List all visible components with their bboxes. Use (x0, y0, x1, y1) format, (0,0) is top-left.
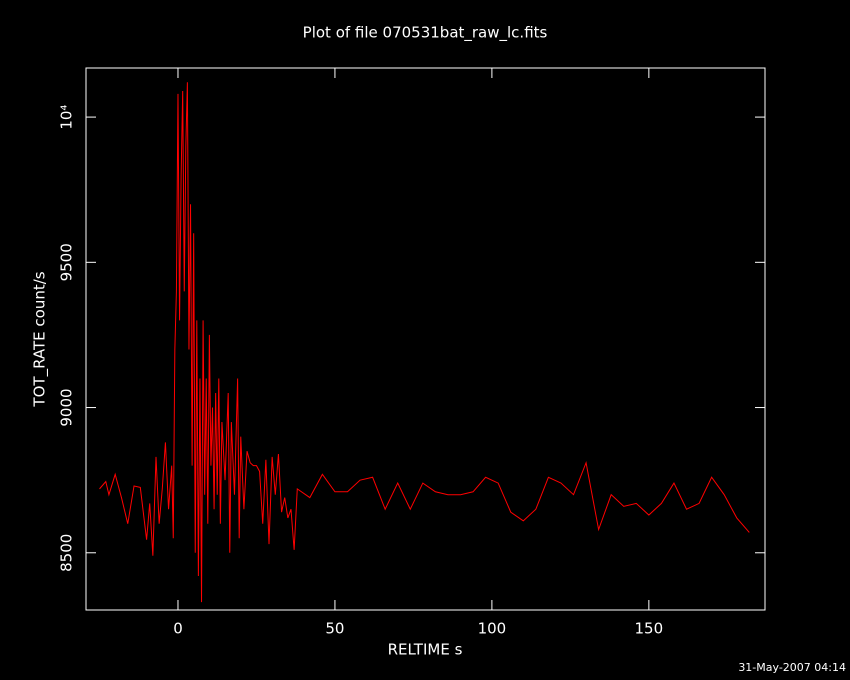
x-tick-label: 150 (635, 620, 664, 638)
y-axis-label: TOT_RATE count/s (31, 271, 50, 407)
x-tick-label: 0 (173, 620, 183, 638)
x-tick-label: 50 (325, 620, 344, 638)
chart-title: Plot of file 070531bat_raw_lc.fits (303, 24, 548, 43)
y-tick-label: 10⁴ (58, 105, 76, 130)
y-tick-label: 9000 (58, 388, 76, 426)
plot-frame (85, 67, 766, 611)
y-tick-label: 8500 (58, 534, 76, 572)
x-axis-label: RELTIME s (388, 641, 463, 659)
y-tick-label: 9500 (58, 243, 76, 281)
timestamp: 31-May-2007 04:14 (738, 661, 846, 674)
data-line (99, 82, 750, 603)
x-tick-label: 100 (478, 620, 507, 638)
